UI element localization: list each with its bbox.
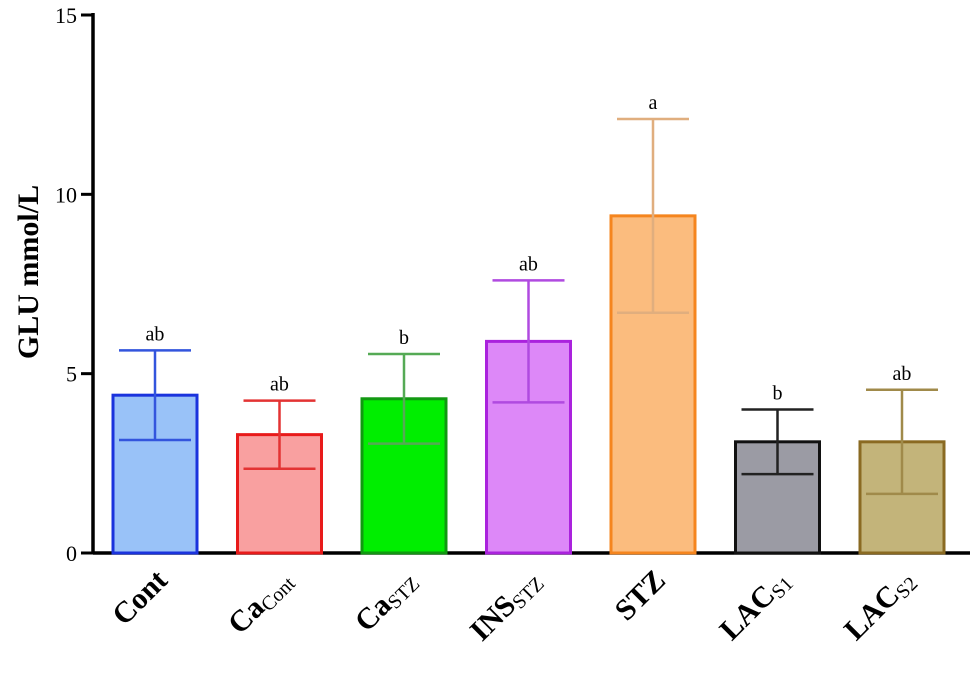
category-labels: Cont CaCont CaSTZ INSSTZ STZ LACS1 LACS2 xyxy=(106,563,923,649)
y-tick-label: 0 xyxy=(66,541,77,566)
significance-label: a xyxy=(649,92,658,114)
y-tick-label: 10 xyxy=(55,182,77,207)
category-label-main: Cont xyxy=(106,564,174,632)
category-label: CaCont xyxy=(222,563,300,641)
significance-label: ab xyxy=(893,363,912,385)
category-label: INSSTZ xyxy=(464,564,549,649)
category-label: LACS1 xyxy=(713,564,797,648)
significance-label: ab xyxy=(270,374,289,396)
error-bars xyxy=(119,117,938,496)
significance-label: ab xyxy=(146,323,165,345)
category-label: LACS2 xyxy=(838,564,922,648)
category-label: STZ xyxy=(609,564,672,627)
y-tick-label: 5 xyxy=(66,362,77,387)
category-label: CaSTZ xyxy=(349,564,425,640)
significance-label: ab xyxy=(519,253,538,275)
category-label-main: STZ xyxy=(609,564,672,627)
category-label: Cont xyxy=(106,564,174,632)
y-tick-label: 15 xyxy=(55,3,77,28)
significance-label: b xyxy=(399,327,409,349)
y-axis-label: GLU mmol/L xyxy=(12,185,45,359)
significance-label: b xyxy=(773,383,783,405)
y-axis: 0 5 10 15 xyxy=(55,3,95,566)
